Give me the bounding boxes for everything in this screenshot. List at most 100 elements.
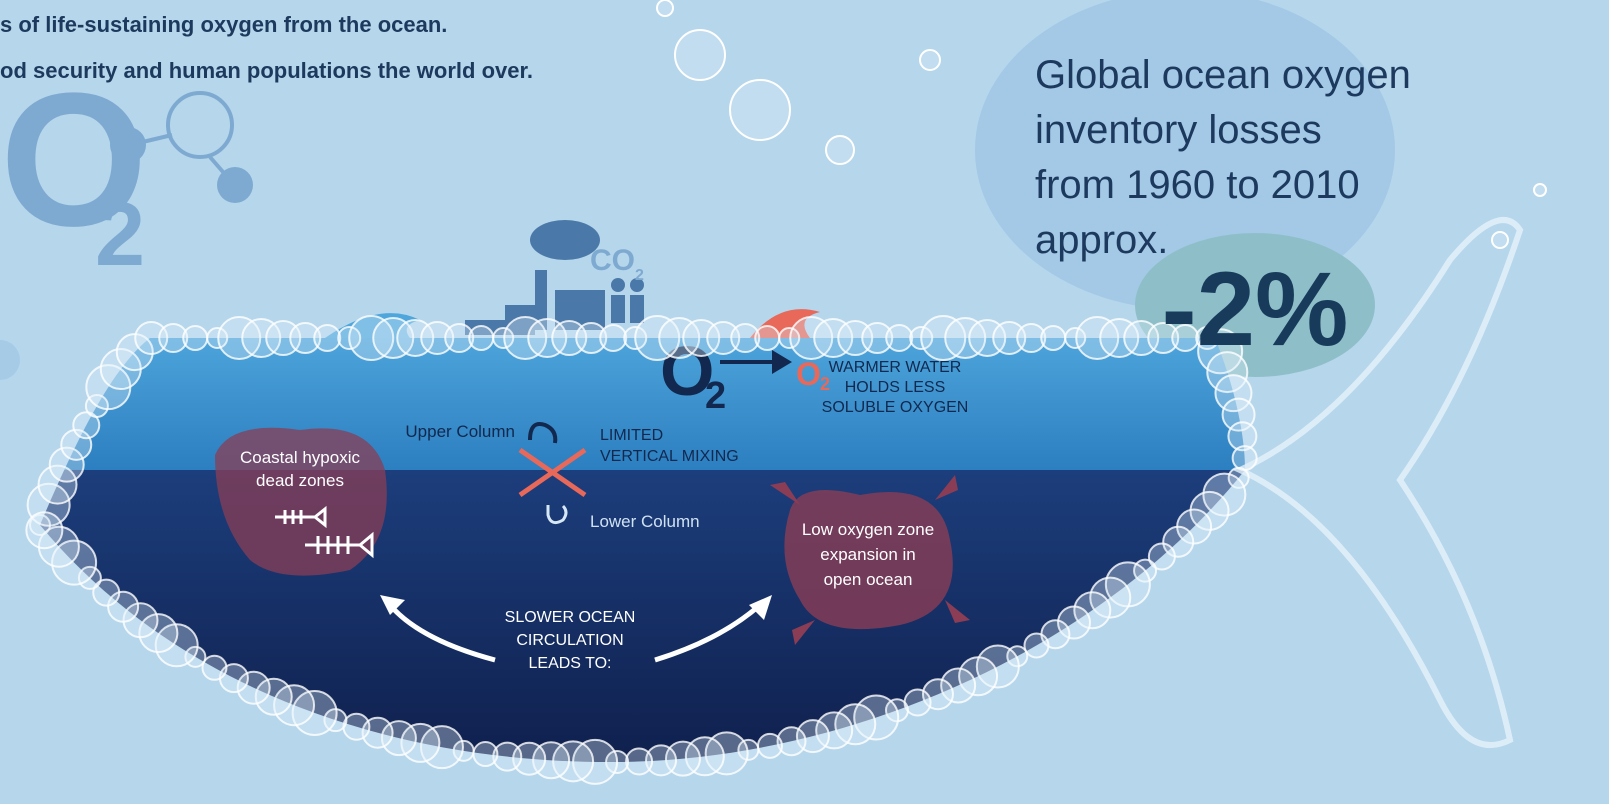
bubble (468, 325, 495, 351)
bubble (254, 677, 293, 716)
bubble (729, 79, 791, 141)
cross (518, 447, 587, 498)
bubble (634, 315, 681, 361)
bubble (1016, 323, 1047, 353)
bubble (472, 741, 499, 768)
arrow (654, 603, 762, 663)
bubble (400, 722, 441, 763)
bubble (575, 322, 608, 354)
bubble (1206, 351, 1249, 394)
bubble (789, 316, 834, 360)
limited-label: LIMITED (600, 427, 663, 444)
logo-subscript: 2 (95, 185, 145, 285)
coastal-label: dead zones (256, 471, 344, 490)
warm-label: SOLUBLE OXYGEN (822, 399, 969, 416)
bubble (138, 613, 179, 654)
bubble (1040, 325, 1067, 351)
deco (0, 340, 20, 380)
bubble (706, 321, 741, 355)
circulation-label: LEADS TO: (529, 655, 612, 672)
arrowhead (380, 595, 405, 615)
intro-line: od security and human populations the wo… (0, 58, 533, 83)
bubble (1075, 316, 1120, 360)
intro-line: s of life-sustaining oxygen from the oce… (0, 12, 447, 37)
bubble (380, 720, 417, 757)
bubble (1073, 591, 1112, 630)
limited-label: VERTICAL MIXING (600, 448, 739, 465)
stat-bubble (975, 0, 1395, 310)
bubble (1023, 632, 1050, 659)
bubble (1147, 322, 1180, 354)
bubble (512, 741, 547, 776)
open-ocean-zone (784, 490, 953, 630)
bubble (776, 726, 807, 757)
bubbles (25, 0, 1547, 785)
bubble (72, 411, 101, 440)
bubble (1089, 576, 1132, 619)
bubble (885, 324, 914, 352)
bubble (920, 315, 967, 361)
warm-o2-subscript: 2 (820, 374, 830, 394)
bubble (217, 316, 262, 360)
bubble (201, 654, 228, 681)
warm-label: HOLDS LESS (845, 379, 945, 396)
warm-label: WARMER WATER (829, 359, 962, 376)
bubble (289, 322, 322, 354)
open-ocean-label: open ocean (824, 570, 913, 589)
atom (110, 127, 146, 163)
arrow (528, 422, 558, 444)
stat-line: Global ocean oxygen (1035, 53, 1411, 97)
bubble (834, 703, 877, 746)
bubble (674, 29, 726, 81)
bubble (757, 732, 784, 759)
tail (1232, 217, 1524, 748)
bubble (313, 324, 342, 352)
bubble (241, 318, 282, 358)
bubble (1533, 183, 1547, 197)
open-ocean-label: expansion in (820, 545, 915, 564)
bubble (704, 731, 749, 776)
bubble (813, 318, 854, 358)
bubble (158, 323, 189, 353)
bubble (552, 740, 595, 783)
bubble (1227, 421, 1258, 452)
bubble (372, 317, 415, 359)
arrow (546, 504, 568, 525)
bubble (51, 539, 98, 586)
lower-column: Lower Column (590, 512, 700, 531)
bubble (992, 321, 1027, 355)
wave (325, 313, 420, 338)
bubble (940, 667, 977, 704)
stat-value: -2% (1162, 251, 1349, 368)
bubble (861, 322, 894, 354)
bubble (37, 464, 78, 505)
bubble (492, 741, 523, 772)
bubble (1214, 374, 1253, 413)
bubble (815, 711, 854, 750)
bubble (625, 747, 654, 776)
bubble (291, 689, 338, 736)
co2-symbol: CO (590, 244, 635, 277)
stat-line: inventory losses (1035, 108, 1322, 152)
bubble (1195, 326, 1220, 350)
bubble (1491, 231, 1509, 249)
bubble (658, 317, 701, 359)
bubble (599, 324, 628, 352)
bubble (348, 315, 395, 361)
bubble (645, 744, 678, 777)
bubble (107, 590, 140, 623)
stat-line: approx. (1035, 218, 1168, 262)
bubble (122, 602, 159, 639)
coastal-zone (215, 427, 387, 576)
warm-o2-symbol: O (796, 356, 821, 392)
bubble (754, 325, 781, 351)
bubble (1162, 525, 1195, 558)
bubble (503, 316, 548, 360)
bubble (236, 670, 271, 705)
fish-bones (275, 505, 374, 559)
bubble (182, 325, 209, 351)
warm-wave (750, 309, 820, 338)
bubble (1147, 542, 1176, 571)
